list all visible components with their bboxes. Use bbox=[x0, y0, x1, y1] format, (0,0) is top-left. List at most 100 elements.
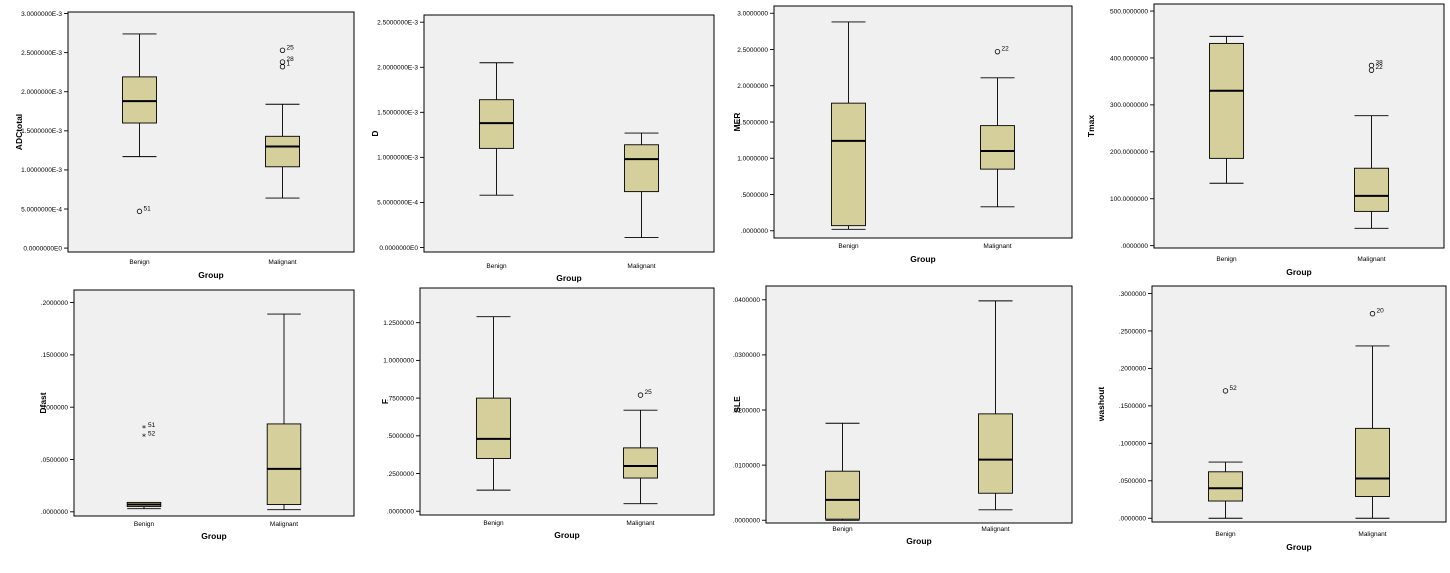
plot-area bbox=[423, 14, 715, 253]
outlier-circle bbox=[136, 208, 143, 215]
x-category-label: Benign bbox=[134, 521, 155, 528]
y-tick-label: .0000000 bbox=[1119, 516, 1146, 523]
box-malignant bbox=[266, 313, 302, 511]
outlier-label: 25 bbox=[287, 44, 295, 51]
y-tick-label: 3.0000000E-3 bbox=[21, 11, 62, 18]
x-category-label: Benign bbox=[832, 526, 853, 533]
iqr-box bbox=[265, 135, 300, 168]
y-tick-label: .0000000 bbox=[733, 518, 760, 525]
x-axis-label: Group bbox=[554, 530, 580, 540]
plot-area bbox=[1153, 3, 1445, 249]
y-tick-label: 1.5000000E-3 bbox=[377, 110, 418, 117]
y-tick-label: 400.0000000 bbox=[1110, 55, 1148, 62]
outlier-label: 22 bbox=[1376, 64, 1384, 71]
iqr-box bbox=[831, 102, 866, 227]
plot-area bbox=[765, 285, 1073, 524]
outlier-label: 51 bbox=[148, 422, 156, 429]
outlier-star: * bbox=[142, 432, 146, 441]
y-axis-label: Dfast bbox=[38, 392, 48, 413]
iqr-box bbox=[624, 144, 659, 193]
y-axis-label: MER bbox=[732, 113, 742, 132]
box-malignant bbox=[1355, 345, 1390, 519]
y-tick-label: .0500000 bbox=[41, 457, 68, 464]
y-tick-label: .5000000 bbox=[387, 433, 414, 440]
x-category-label: Malignant bbox=[1357, 256, 1385, 263]
y-tick-label: .3000000 bbox=[1119, 291, 1146, 298]
outlier-star: * bbox=[142, 424, 146, 433]
y-tick-label: .2000000 bbox=[1119, 366, 1146, 373]
x-axis-label: Group bbox=[201, 531, 227, 541]
outlier-circle bbox=[1368, 67, 1375, 73]
x-category-label: Benign bbox=[129, 259, 150, 266]
outlier-label: 1 bbox=[287, 61, 291, 68]
x-axis-label: Group bbox=[1286, 542, 1312, 552]
x-axis-label: Group bbox=[556, 273, 582, 283]
box-malignant bbox=[980, 77, 1015, 208]
y-tick-label: 1.2500000 bbox=[383, 320, 414, 327]
x-axis-label: Group bbox=[1286, 267, 1312, 277]
x-category-label: Malignant bbox=[983, 243, 1011, 250]
box-benign bbox=[476, 316, 511, 491]
y-axis-label: D bbox=[370, 130, 380, 136]
outlier-label: 25 bbox=[645, 389, 653, 396]
y-tick-label: 1.0000000E-3 bbox=[21, 167, 62, 174]
y-axis-label: Tmax bbox=[1086, 115, 1096, 137]
x-axis-label: Group bbox=[910, 254, 936, 264]
y-tick-label: 1.0000000 bbox=[737, 156, 768, 163]
outlier-label: 20 bbox=[1377, 308, 1385, 315]
y-tick-label: 2.5000000 bbox=[737, 47, 768, 54]
iqr-box bbox=[266, 423, 302, 505]
y-tick-label: .7500000 bbox=[387, 395, 414, 402]
x-category-label: Benign bbox=[1216, 256, 1237, 263]
y-tick-label: .2500000 bbox=[1119, 328, 1146, 335]
y-tick-label: .1500000 bbox=[41, 352, 68, 359]
plot-area bbox=[419, 287, 715, 516]
y-tick-label: .1000000 bbox=[1119, 441, 1146, 448]
boxplot-svg: .0000000 .5000000 1.0000000 1.5000000 2.0000… bbox=[732, 5, 1073, 264]
outlier-circle bbox=[994, 48, 1001, 55]
y-tick-label: 0.0000000E0 bbox=[23, 245, 62, 252]
y-tick-label: .1500000 bbox=[1119, 403, 1146, 410]
outlier-circle bbox=[1369, 311, 1376, 317]
box-benign bbox=[126, 501, 162, 510]
boxplot-svg: .0000000 .0500000 .1000000 .1500000 .2000000… bbox=[1096, 285, 1447, 552]
y-axis-label: F bbox=[380, 399, 390, 404]
box-benign bbox=[122, 33, 157, 158]
boxplot-svg: .0000000 .0500000 .1000000 .1500000 .2000000… bbox=[38, 289, 355, 541]
x-category-label: Malignant bbox=[270, 521, 298, 528]
outlier-circle bbox=[637, 392, 644, 398]
y-tick-label: .2500000 bbox=[387, 471, 414, 478]
iqr-box bbox=[1354, 167, 1389, 212]
y-axis-label: ADCtotal bbox=[14, 114, 24, 150]
box-benign bbox=[1208, 461, 1243, 519]
boxplot-panel-sle: .0000000 .0100000 .0200000 .0300000 .0400000… bbox=[724, 285, 1086, 573]
outlier-circle bbox=[279, 47, 286, 54]
x-category-label: Benign bbox=[1215, 531, 1236, 538]
x-category-label: Benign bbox=[483, 520, 504, 527]
y-tick-label: 5.0000000E-4 bbox=[21, 206, 62, 213]
x-category-label: Malignant bbox=[981, 526, 1009, 533]
y-tick-label: 2.0000000E-3 bbox=[21, 89, 62, 96]
y-tick-label: .5000000 bbox=[741, 192, 768, 199]
x-category-label: Malignant bbox=[626, 520, 654, 527]
box-malignant bbox=[623, 409, 658, 505]
x-category-label: Malignant bbox=[268, 259, 296, 266]
box-malignant bbox=[624, 132, 659, 239]
outlier-label: 28 bbox=[287, 56, 295, 63]
x-category-label: Malignant bbox=[1358, 531, 1386, 538]
iqr-box bbox=[978, 413, 1013, 494]
x-axis-label: Group bbox=[198, 270, 224, 280]
iqr-box bbox=[623, 447, 658, 479]
y-tick-label: .1000000 bbox=[41, 404, 68, 411]
box-benign bbox=[825, 422, 860, 521]
iqr-box bbox=[122, 76, 157, 124]
boxplot-panel-adctotal: 0.0000000E0 5.0000000E-4 1.0000000E-3 1.500… bbox=[0, 0, 362, 286]
boxplot-svg: 0.0000000E0 5.0000000E-4 1.0000000E-3 1.500… bbox=[14, 11, 355, 280]
y-tick-label: 0.0000000E0 bbox=[379, 245, 418, 252]
boxplot-panel-d: 0.0000000E0 5.0000000E-4 1.0000000E-3 1.500… bbox=[362, 0, 724, 286]
x-category-label: Benign bbox=[486, 263, 507, 270]
boxplot-panel-f: .0000000 .2500000 .5000000 .7500000 1.000000… bbox=[362, 286, 724, 573]
y-tick-label: .0200000 bbox=[733, 407, 760, 414]
plot-area bbox=[773, 5, 1073, 239]
x-axis-label: Group bbox=[906, 536, 932, 546]
